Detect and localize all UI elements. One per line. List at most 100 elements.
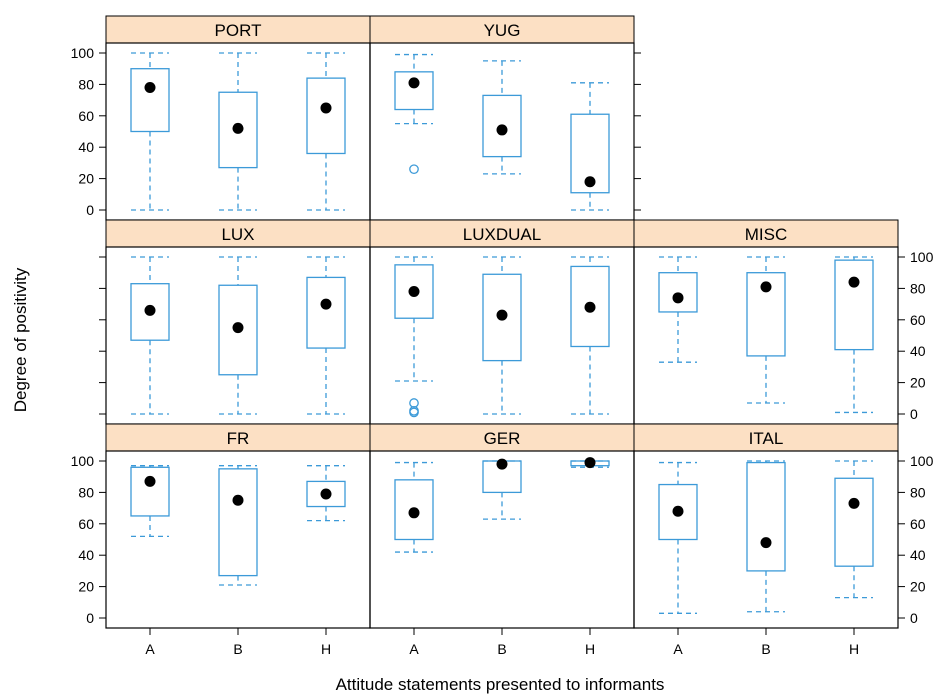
strip-background <box>633 219 899 248</box>
y-tick-label: 20 <box>78 171 94 187</box>
y-tick-label: 40 <box>910 343 926 359</box>
panel-ger: GER A B H <box>369 423 635 657</box>
strip-label: LUXDUAL <box>463 225 541 244</box>
box-A <box>394 53 434 175</box>
y-tick-label: 40 <box>910 547 926 563</box>
x-axis-title: Attitude statements presented to informa… <box>336 675 665 694</box>
outlier-point <box>409 407 419 418</box>
strip-background <box>105 219 371 248</box>
median-dot <box>672 505 684 517</box>
iqr-box <box>394 479 434 541</box>
box-A <box>658 461 698 614</box>
median-dot <box>496 124 508 136</box>
iqr-box <box>570 265 610 348</box>
panel-lux: LUX <box>99 219 371 425</box>
iqr-box <box>218 284 258 376</box>
y-tick-label: 0 <box>910 610 918 626</box>
median-dot <box>496 309 508 321</box>
iqr-box <box>218 91 258 169</box>
median-dot <box>584 176 596 188</box>
median-dot <box>144 304 156 316</box>
iqr-box <box>482 273 522 362</box>
x-tick-label: A <box>145 641 155 657</box>
median-dot <box>320 298 332 310</box>
box-B <box>482 60 522 175</box>
box-B <box>746 460 786 613</box>
y-tick-label: 60 <box>78 516 94 532</box>
x-tick-label: A <box>673 641 683 657</box>
strip-label: ITAL <box>749 429 784 448</box>
panel-misc: MISC 0 20 40 60 80 100 <box>633 219 934 425</box>
median-dot <box>232 122 244 134</box>
panel-ital: ITAL 0 20 40 60 80 100 A B H <box>633 423 934 657</box>
box-A <box>394 461 434 553</box>
median-dot <box>672 292 684 304</box>
x-tick-label: H <box>321 641 331 657</box>
box-B <box>482 458 522 520</box>
y-tick-label: 60 <box>910 516 926 532</box>
y-tick-label: 0 <box>86 610 94 626</box>
x-tick-label: B <box>761 641 770 657</box>
y-tick-label: 80 <box>910 280 926 296</box>
strip-label: GER <box>484 429 521 448</box>
box-A <box>130 52 170 211</box>
box-H <box>306 52 346 211</box>
box-H <box>570 82 610 211</box>
iqr-box <box>482 94 522 158</box>
strip-background <box>369 15 635 44</box>
iqr-box <box>834 477 874 567</box>
median-dot <box>848 497 860 509</box>
y-tick-label: 20 <box>78 579 94 595</box>
x-tick-label: H <box>849 641 859 657</box>
y-tick-label: 0 <box>910 406 918 422</box>
strip-label: LUX <box>221 225 254 244</box>
y-tick-label: 80 <box>910 484 926 500</box>
iqr-box <box>746 461 786 572</box>
median-dot <box>584 301 596 313</box>
median-dot <box>496 458 508 470</box>
median-dot <box>408 77 420 89</box>
box-A <box>130 465 170 538</box>
strip-background <box>633 423 899 452</box>
panel-fr: FR 0 20 40 60 80 100 A B H <box>71 423 371 657</box>
panel-frame <box>105 450 371 629</box>
y-axis-title: Degree of positivity <box>11 267 30 412</box>
y-tick-label: 80 <box>78 484 94 500</box>
box-B <box>218 52 258 211</box>
outlier-point <box>409 164 419 175</box>
iqr-box <box>130 466 170 517</box>
x-tick-label: B <box>233 641 242 657</box>
median-dot <box>408 286 420 298</box>
iqr-box <box>394 71 434 111</box>
median-dot <box>144 82 156 94</box>
box-H <box>570 457 610 469</box>
box-B <box>482 256 522 415</box>
box-H <box>834 256 874 414</box>
box-A <box>130 256 170 415</box>
x-tick-label: A <box>409 641 419 657</box>
y-tick-label: 100 <box>71 45 95 61</box>
y-tick-label: 100 <box>71 453 95 469</box>
iqr-box <box>130 68 170 133</box>
y-tick-label: 100 <box>910 453 934 469</box>
x-tick-label: B <box>497 641 506 657</box>
median-dot <box>848 276 860 288</box>
strip-label: YUG <box>484 21 521 40</box>
panel-luxdual: LUXDUAL <box>369 219 635 425</box>
median-dot <box>144 475 156 487</box>
box-H <box>834 460 874 599</box>
iqr-box <box>658 272 698 313</box>
y-tick-label: 60 <box>910 312 926 328</box>
iqr-box <box>570 113 610 194</box>
box-A <box>658 256 698 363</box>
iqr-box <box>658 483 698 541</box>
panels-group: PORT 0 20 40 60 80 100 YUG LUX LUXDUAL MISC 0 20 40 60… <box>71 15 934 657</box>
iqr-box <box>306 480 346 508</box>
strip-label: MISC <box>745 225 788 244</box>
y-tick-label: 20 <box>910 375 926 391</box>
iqr-box <box>834 259 874 351</box>
y-tick-label: 0 <box>86 202 94 218</box>
box-H <box>306 465 346 522</box>
y-tick-label: 40 <box>78 547 94 563</box>
box-H <box>570 256 610 415</box>
